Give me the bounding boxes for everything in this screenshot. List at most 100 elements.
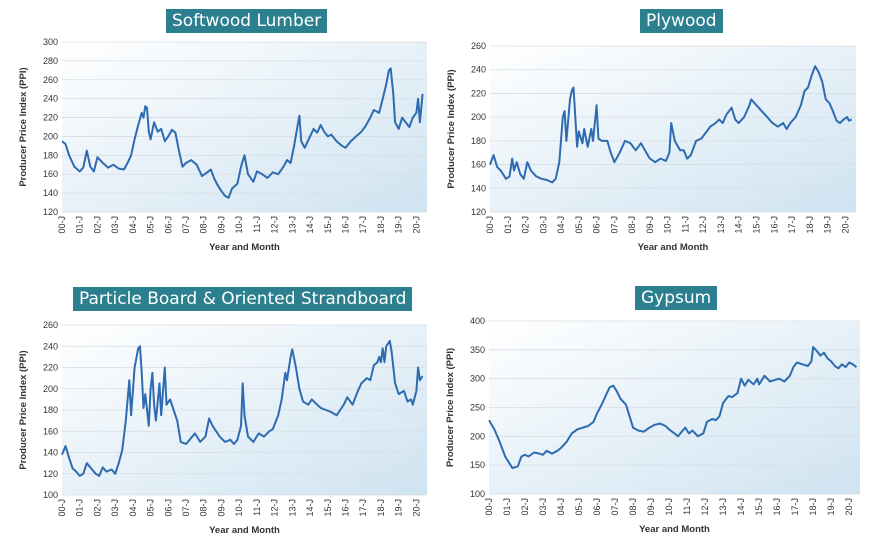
x-tick-label: 15-J (323, 216, 333, 234)
x-tick-label: 06-J (163, 216, 173, 234)
x-tick-label: 06-J (592, 216, 602, 234)
chart-panel-particle-board: Particle Board & Oriented Strandboard 10… (0, 272, 435, 544)
x-tick-label: 07-J (610, 498, 620, 516)
plot-area (62, 42, 427, 212)
x-tick-label: 10-J (234, 499, 244, 517)
x-tick-label: 19-J (394, 216, 404, 234)
x-tick-label: 15-J (752, 216, 762, 234)
x-tick-label: 01-J (502, 498, 512, 516)
x-tick-label: 00-J (485, 216, 495, 234)
chart-panel-plywood: Plywood 120 140 160 180 200 220 240 260 00-J 01-J… (435, 0, 870, 272)
x-tick-label: 09-J (216, 216, 226, 234)
y-tick-label: 140 (471, 183, 486, 193)
x-tick-label: 05-J (146, 499, 156, 517)
x-tick-label: 05-J (574, 216, 584, 234)
x-tick-label: 00-J (484, 498, 494, 516)
x-tick-label: 17-J (790, 498, 800, 516)
x-tick-label: 00-J (57, 499, 67, 517)
x-tick-label: 00-J (57, 216, 67, 234)
x-tick-label: 20-J (840, 216, 850, 234)
x-tick-label: 09-J (645, 216, 655, 234)
y-tick-label: 280 (43, 56, 58, 66)
x-tick-label: 11-J (252, 499, 262, 516)
y-tick-label: 260 (471, 41, 486, 51)
chart-svg-softwood-lumber: 120 140 160 180 200 220 240 260 280 300 00-J 01-J 02… (18, 37, 427, 253)
x-tick-label: 16-J (769, 216, 779, 234)
x-tick-label: 07-J (181, 499, 191, 517)
x-tick-label: 14-J (734, 216, 744, 234)
y-tick-label: 180 (471, 136, 486, 146)
x-tick-label: 03-J (538, 498, 548, 516)
y-tick-label: 400 (470, 316, 485, 326)
chart-title: Particle Board & Oriented Strandboard (73, 287, 413, 311)
chart-title: Softwood Lumber (166, 9, 328, 33)
x-tick-label: 04-J (128, 499, 138, 517)
x-tick-label: 13-J (287, 499, 297, 517)
x-tick-label: 10-J (664, 498, 674, 516)
x-tick-label: 14-J (305, 499, 315, 517)
chart-panel-softwood-lumber: Softwood Lumber 120 140 160 180 200 220 240 260… (0, 0, 435, 272)
chart-svg-plywood: 120 140 160 180 200 220 240 260 00-J 01-J 02-J 03-J… (446, 41, 856, 253)
x-tick-label: 04-J (128, 216, 138, 234)
chart-svg-particle-board: 100 120 140 160 180 200 220 240 260 00-J 01-J 02-J 0… (18, 320, 427, 536)
x-tick-label: 02-J (520, 498, 530, 516)
x-tick-label: 11-J (680, 216, 690, 233)
x-tick-label: 04-J (556, 216, 566, 234)
x-tick-label: 19-J (823, 216, 833, 234)
x-tick-label: 10-J (234, 216, 244, 234)
y-tick-label: 160 (43, 426, 58, 436)
x-axis-label: Year and Month (209, 525, 280, 536)
series-line (61, 67, 424, 199)
x-tick-label: 08-J (628, 498, 638, 516)
y-tick-label: 200 (470, 431, 485, 441)
x-tick-label: 18-J (805, 216, 815, 234)
y-tick-label: 100 (43, 490, 58, 500)
x-tick-label: 16-J (772, 498, 782, 516)
y-tick-label: 100 (470, 489, 485, 499)
series-line (488, 346, 858, 470)
y-tick-label: 260 (43, 320, 58, 330)
x-tick-label: 12-J (270, 216, 280, 234)
y-axis-label: Producer Price Index (PPI) (446, 69, 457, 188)
x-tick-label: 14-J (736, 498, 746, 516)
y-tick-label: 300 (470, 374, 485, 384)
y-tick-label: 120 (471, 207, 486, 217)
x-tick-label: 13-J (718, 498, 728, 516)
x-tick-label: 08-J (199, 216, 209, 234)
x-axis-label: Year and Month (639, 524, 710, 535)
y-tick-label: 300 (43, 37, 58, 47)
x-tick-label: 19-J (394, 499, 404, 517)
x-tick-label: 15-J (754, 498, 764, 516)
x-tick-label: 03-J (538, 216, 548, 234)
y-tick-label: 150 (470, 460, 485, 470)
x-tick-label: 14-J (305, 216, 315, 234)
y-tick-label: 200 (471, 112, 486, 122)
y-tick-label: 160 (43, 169, 58, 179)
y-tick-label: 200 (43, 131, 58, 141)
x-tick-label: 07-J (181, 216, 191, 234)
x-tick-label: 01-J (75, 216, 85, 234)
x-tick-label: 03-J (110, 499, 120, 517)
x-tick-label: 20-J (411, 499, 421, 517)
x-tick-label: 07-J (609, 216, 619, 234)
x-tick-label: 10-J (663, 216, 673, 234)
x-tick-label: 01-J (503, 216, 513, 234)
x-tick-label: 03-J (110, 216, 120, 234)
x-tick-label: 06-J (592, 498, 602, 516)
chart-svg-gypsum: 100 150 200 250 300 350 400 00-J 01-J 02-J 03-J 04-… (445, 316, 860, 535)
x-tick-label: 18-J (808, 498, 818, 516)
series-line (489, 65, 853, 184)
x-tick-label: 09-J (216, 499, 226, 517)
x-tick-label: 11-J (682, 498, 692, 515)
x-axis-label: Year and Month (209, 242, 280, 253)
y-tick-label: 240 (471, 65, 486, 75)
chart-title: Plywood (640, 9, 723, 33)
series-line (61, 339, 424, 477)
x-tick-label: 01-J (75, 499, 85, 517)
x-tick-label: 20-J (844, 498, 854, 516)
y-tick-label: 200 (43, 384, 58, 394)
y-tick-label: 220 (43, 113, 58, 123)
y-axis-label: Producer Price Index (PPI) (18, 350, 29, 469)
x-tick-label: 19-J (826, 498, 836, 516)
chart-panel-gypsum: Gypsum 100 150 200 250 300 350 400 00-J 01-J 02-J… (435, 272, 870, 544)
